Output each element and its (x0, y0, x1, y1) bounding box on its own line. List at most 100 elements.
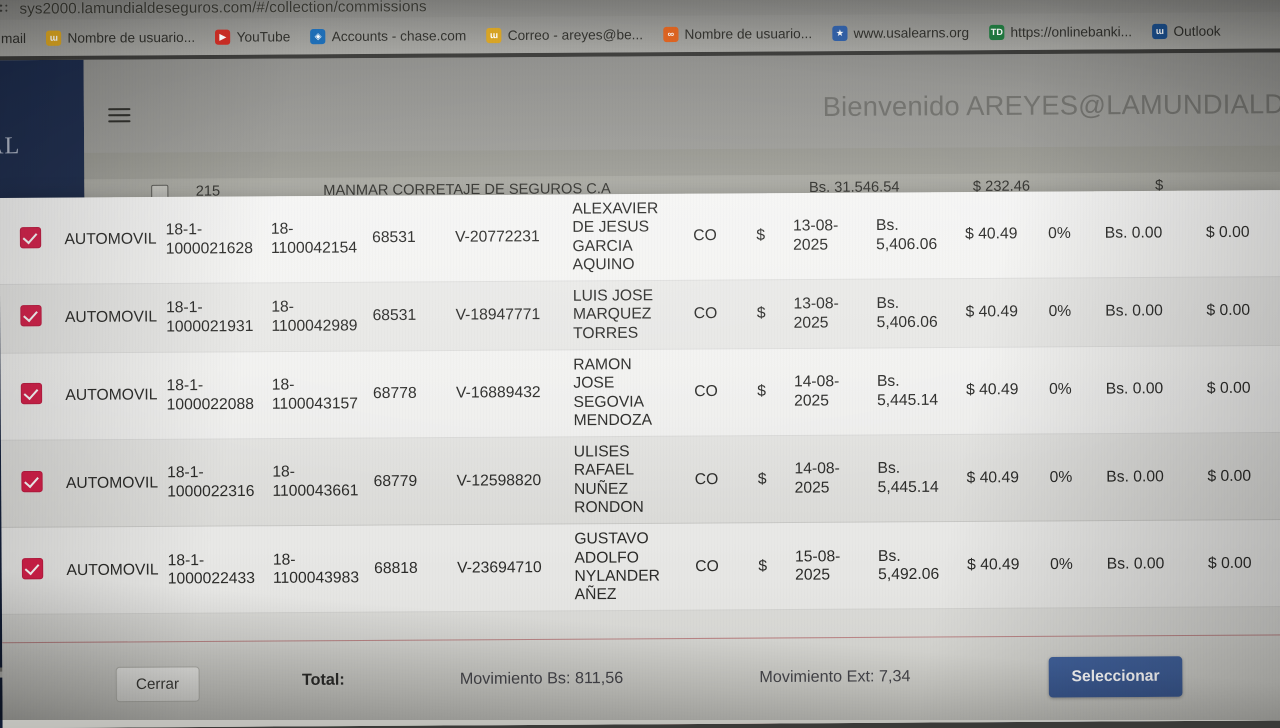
row-moneda: $ (733, 348, 791, 436)
row-prima: Bs. 5,406.06 (871, 192, 962, 280)
row-numero: 68531 (367, 195, 452, 283)
row-comision: $ 40.49 (962, 521, 1047, 609)
row-prima: Bs. 5,492.06 (873, 521, 964, 610)
row-porcentaje: 0% (1044, 277, 1102, 347)
bookmark-youtube[interactable]: ▶ YouTube (205, 29, 300, 45)
row-tipo: CO (678, 435, 735, 524)
row-prima: Bs. 5,445.14 (872, 347, 963, 436)
bookmark-correo[interactable]: ɯ Correo - areyes@be... (476, 26, 653, 43)
row-monto-bs: Bs. 0.00 (1102, 520, 1205, 608)
row-monto-bs: Bs. 0.00 (1100, 190, 1203, 278)
row-recibo: 18-1100043157 (267, 350, 370, 439)
row-ramo: AUTOMOVIL (60, 196, 162, 285)
row-checkbox[interactable] (19, 305, 42, 327)
row-recibo: 18-1100042154 (266, 195, 369, 283)
row-tomador: RAMON JOSE SEGOVIA MENDOZA (569, 349, 679, 437)
chase-icon: ◈ (310, 28, 326, 44)
row-checkbox-cell[interactable] (0, 352, 62, 441)
row-monto-usd: $ 0.00 (1203, 432, 1280, 521)
row-comision: $ 40.49 (961, 346, 1046, 435)
row-moneda: $ (732, 193, 790, 281)
bookmark-nombre-de-usuario-1[interactable]: ɯ Nombre de usuario... (36, 29, 205, 46)
bookmark-outlook[interactable]: ɯ Outlook (1142, 23, 1231, 39)
row-poliza: 18-1-1000021628 (161, 196, 268, 284)
row-tipo: CO (677, 193, 733, 281)
row-checkbox[interactable] (19, 227, 41, 249)
row-monto-usd: $ 0.00 (1203, 519, 1280, 608)
table-row[interactable]: AUTOMOVIL 18-1-1000022316 18-1100043661 … (0, 432, 1280, 528)
address-bar-url: sys2000.lamundialdeseguros.com/#/collect… (19, 0, 427, 18)
bookmark-label: www.usalearns.org (853, 24, 970, 41)
row-recibo: 18-1100043661 (268, 438, 370, 526)
bookmark-label: Outlook (1173, 22, 1221, 39)
bookmark-gmail[interactable]: Gmail (0, 30, 36, 45)
row-ramo: AUTOMOVIL (62, 526, 164, 615)
commissions-selection-modal: AUTOMOVIL 18-1-1000021628 18-1100042154 … (0, 190, 1280, 728)
row-comision: $ 40.49 (960, 191, 1045, 279)
row-numero: 68779 (369, 437, 453, 526)
row-ramo: AUTOMOVIL (60, 283, 163, 353)
table-row[interactable]: AUTOMOVIL 18-1-1000021628 18-1100042154 … (0, 190, 1280, 285)
bookmark-usalearns[interactable]: ★ www.usalearns.org (822, 24, 979, 41)
row-porcentaje: 0% (1045, 433, 1103, 522)
row-tomador: LUIS JOSE MARQUEZ TORRES (568, 280, 679, 350)
row-moneda: $ (734, 522, 792, 611)
bookmark-chase[interactable]: ◈ Accounts - chase.com (300, 28, 476, 44)
bookmark-label: Correo - areyes@be... (507, 26, 644, 43)
row-ramo: AUTOMOVIL (61, 439, 164, 528)
commissions-table-body: AUTOMOVIL 18-1-1000021628 18-1100042154 … (0, 190, 1280, 615)
row-fecha: 14-08-2025 (790, 435, 874, 523)
bookmark-onlinebanking[interactable]: TD https://onlinebanki... (979, 23, 1142, 40)
row-porcentaje: 0% (1045, 520, 1103, 609)
row-poliza: 18-1-1000022316 (162, 438, 269, 527)
row-poliza: 18-1-1000021931 (161, 282, 268, 353)
row-checkbox[interactable] (20, 383, 42, 405)
usalearns-icon: ★ (832, 25, 848, 41)
row-moneda: $ (732, 279, 790, 349)
row-checkbox-cell[interactable] (1, 527, 63, 615)
app-topbar: Bienvenido AREYES@LAMUNDIALDESEG (83, 52, 1280, 153)
table-row[interactable]: AUTOMOVIL 18-1-1000022433 18-1100043983 … (1, 519, 1280, 615)
row-checkbox-cell[interactable] (0, 440, 63, 528)
reader-view-icon[interactable] (0, 2, 12, 16)
seleccionar-button[interactable]: Seleccionar (1048, 656, 1183, 698)
row-checkbox-cell[interactable] (0, 197, 61, 285)
table-row[interactable]: AUTOMOVIL 18-1-1000022088 18-1100043157 … (0, 345, 1280, 441)
lastpass-icon: ɯ (46, 30, 62, 46)
row-monto-usd: $ 0.00 (1202, 345, 1280, 434)
row-checkbox[interactable] (20, 470, 43, 492)
movimiento-ext-value: Movimiento Ext: 7,34 (759, 668, 911, 687)
row-tomador: ULISES RAFAEL NUÑEZ RONDON (569, 436, 680, 525)
row-numero: 68778 (368, 350, 453, 439)
cerrar-button[interactable]: Cerrar (115, 666, 200, 703)
row-monto-bs: Bs. 0.00 (1100, 277, 1203, 347)
row-checkbox[interactable] (21, 557, 43, 579)
row-monto-bs: Bs. 0.00 (1101, 433, 1204, 521)
row-fecha: 13-08-2025 (789, 279, 873, 349)
commissions-table: AUTOMOVIL 18-1-1000021628 18-1100042154 … (0, 190, 1280, 615)
bookmark-nombre-de-usuario-2[interactable]: ∞ Nombre de usuario... (653, 25, 822, 42)
bookmark-label: Nombre de usuario... (67, 29, 196, 46)
total-label: Total: (301, 671, 345, 689)
row-checkbox-cell[interactable] (0, 284, 62, 354)
row-tipo: CO (677, 280, 734, 350)
brand-logo-text: IAL (0, 133, 21, 160)
bookmark-label: YouTube (236, 28, 291, 45)
td-bank-icon: TD (989, 24, 1005, 40)
row-monto-bs: Bs. 0.00 (1101, 345, 1204, 434)
row-tipo: CO (679, 523, 735, 611)
row-numero: 68818 (369, 524, 454, 613)
row-poliza: 18-1-1000022433 (163, 525, 270, 614)
hamburger-icon[interactable] (108, 108, 131, 124)
row-monto-usd: $ 0.00 (1201, 190, 1280, 278)
row-documento: V-18947771 (451, 281, 570, 351)
row-monto-usd: $ 0.00 (1202, 276, 1280, 346)
table-row[interactable]: AUTOMOVIL 18-1-1000021931 18-1100042989 … (0, 276, 1280, 354)
bookmark-label: Gmail (0, 30, 27, 46)
row-tomador: GUSTAVO ADOLFO NYLANDER AÑEZ (570, 523, 680, 612)
bookmarks-bar[interactable]: Gmail ɯ Nombre de usuario... ▶ YouTube ◈… (0, 11, 1280, 57)
row-documento: V-16889432 (451, 349, 570, 438)
row-poliza: 18-1-1000022088 (162, 351, 269, 440)
row-moneda: $ (733, 435, 791, 524)
row-prima: Bs. 5,445.14 (873, 434, 963, 523)
